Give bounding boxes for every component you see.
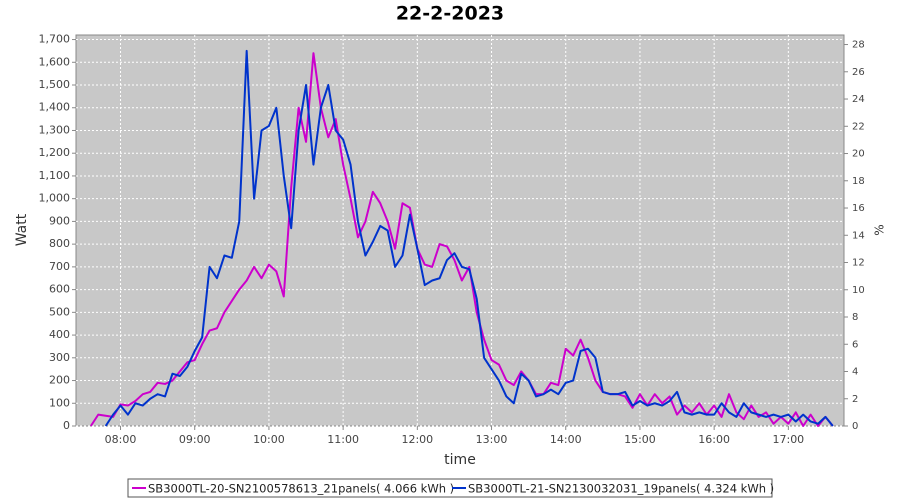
- x-tick-label: 09:00: [179, 433, 211, 446]
- y2-tick-label: 8: [852, 312, 858, 323]
- y-tick-label: 1,200: [39, 146, 71, 159]
- plot-area: [75, 34, 845, 427]
- series-line: [90, 52, 834, 427]
- y2-tick-label: 20: [852, 149, 865, 160]
- y-tick-label: 900: [49, 214, 70, 227]
- y-axis-label: Watt: [14, 213, 30, 246]
- y2-tick-label: 24: [852, 94, 865, 105]
- y-tick-label: 200: [49, 374, 70, 387]
- series-line: [104, 49, 834, 427]
- y-tick-label: 1,700: [39, 33, 71, 46]
- y2-axis-label: %: [873, 224, 887, 235]
- legend-label: SB3000TL-20-SN2100578613_21panels( 4.066…: [148, 482, 454, 496]
- y2-tick-label: 6: [852, 339, 858, 350]
- y2-tick-label: 18: [852, 176, 865, 187]
- y-tick-label: 100: [49, 396, 70, 409]
- y2-tick-label: 16: [852, 203, 865, 214]
- y-tick-label: 500: [49, 305, 70, 318]
- y-tick-label: 1,300: [39, 123, 71, 136]
- x-tick-label: 10:00: [253, 433, 285, 446]
- y-tick-label: 1,000: [39, 192, 71, 205]
- x-tick-label: 11:00: [327, 433, 359, 446]
- x-tick-label: 16:00: [698, 433, 730, 446]
- x-tick-label: 15:00: [624, 433, 656, 446]
- x-tick-label: 13:00: [476, 433, 508, 446]
- y-tick-label: 600: [49, 283, 70, 296]
- legend: [127, 478, 773, 498]
- y-tick-label: 1,400: [39, 101, 71, 114]
- y2-tick-label: 22: [852, 121, 865, 132]
- y2-tick-label: 0: [852, 421, 858, 432]
- x-axis-label: time: [444, 452, 476, 468]
- y-tick-label: 1,500: [39, 78, 71, 91]
- x-tick-label: 17:00: [772, 433, 804, 446]
- y-tick-label: 700: [49, 260, 70, 273]
- y2-tick-label: 4: [852, 367, 858, 378]
- y2-tick-label: 2: [852, 394, 858, 405]
- y-tick-label: 0: [63, 419, 70, 432]
- y2-tick-label: 26: [852, 67, 865, 78]
- y-tick-label: 1,100: [39, 169, 71, 182]
- y2-tick-label: 28: [852, 40, 865, 51]
- x-tick-label: 08:00: [105, 433, 137, 446]
- y2-tick-label: 14: [852, 230, 865, 241]
- y-tick-label: 800: [49, 237, 70, 250]
- legend-label: SB3000TL-21-SN2130032031_19panels( 4.324…: [468, 482, 774, 496]
- y2-tick-label: 10: [852, 285, 865, 296]
- y-tick-label: 1,600: [39, 55, 71, 68]
- x-tick-label: 12:00: [401, 433, 433, 446]
- chart-title: 22-2-2023: [396, 3, 504, 25]
- y-tick-label: 400: [49, 328, 70, 341]
- y-tick-label: 300: [49, 351, 70, 364]
- x-tick-label: 14:00: [550, 433, 582, 446]
- y2-tick-label: 12: [852, 258, 865, 269]
